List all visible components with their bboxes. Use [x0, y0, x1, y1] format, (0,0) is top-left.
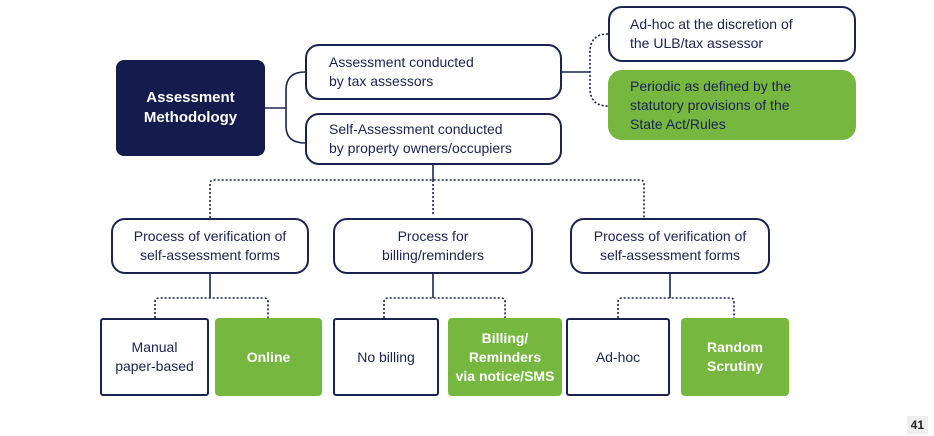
- node-label: Ad-hoc at the discretion of the ULB/tax …: [630, 16, 793, 51]
- page-number: 41: [906, 416, 928, 434]
- leaf-manual-paper-based: Manual paper-based: [100, 318, 209, 396]
- node-periodic-statutory: Periodic as defined by the statutory pro…: [608, 70, 856, 140]
- leaf-label: Random Scrutiny: [706, 339, 763, 374]
- leaf-label: No billing: [357, 348, 415, 365]
- node-label: Self-Assessment conducted by property ow…: [329, 121, 512, 156]
- process-node-verification-1: Process of verification of self-assessme…: [111, 218, 309, 274]
- leaf-label: Online: [246, 348, 291, 365]
- node-label: Process for billing/reminders: [382, 228, 484, 263]
- leaf-billing-reminders: Billing/ Reminders via notice/SMS: [448, 318, 562, 396]
- leaf-ad-hoc: Ad-hoc: [566, 318, 670, 396]
- node-adhoc-discretion: Ad-hoc at the discretion of the ULB/tax …: [608, 6, 856, 62]
- leaf-label: Manual paper-based: [115, 339, 194, 374]
- node-label: Process of verification of self-assessme…: [593, 228, 747, 263]
- process-node-billing: Process for billing/reminders: [333, 218, 533, 274]
- process-node-verification-2: Process of verification of self-assessme…: [570, 218, 770, 274]
- node-label: Assessment conducted by tax assessors: [329, 54, 474, 89]
- node-label: Process of verification of self-assessme…: [133, 228, 287, 263]
- leaf-no-billing: No billing: [333, 318, 439, 396]
- root-node-label: Assessment Methodology: [143, 89, 238, 126]
- leaf-label: Ad-hoc: [595, 348, 641, 365]
- root-node-assessment-methodology: Assessment Methodology: [116, 60, 265, 156]
- node-label: Periodic as defined by the statutory pro…: [630, 77, 792, 132]
- leaf-label: Billing/ Reminders via notice/SMS: [455, 329, 555, 384]
- leaf-online: Online: [215, 318, 322, 396]
- node-assessment-by-tax-assessors: Assessment conducted by tax assessors: [305, 44, 562, 100]
- node-self-assessment: Self-Assessment conducted by property ow…: [305, 113, 562, 165]
- leaf-random-scrutiny: Random Scrutiny: [681, 318, 789, 396]
